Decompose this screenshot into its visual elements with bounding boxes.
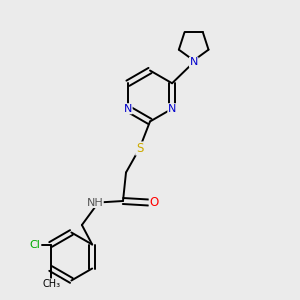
Text: N: N <box>168 104 176 114</box>
Text: NH: NH <box>86 197 103 208</box>
Text: Cl: Cl <box>30 239 40 250</box>
Text: O: O <box>149 196 158 209</box>
Text: N: N <box>124 104 132 114</box>
Text: S: S <box>136 142 143 155</box>
Text: CH₃: CH₃ <box>42 279 60 289</box>
Text: N: N <box>190 57 198 67</box>
